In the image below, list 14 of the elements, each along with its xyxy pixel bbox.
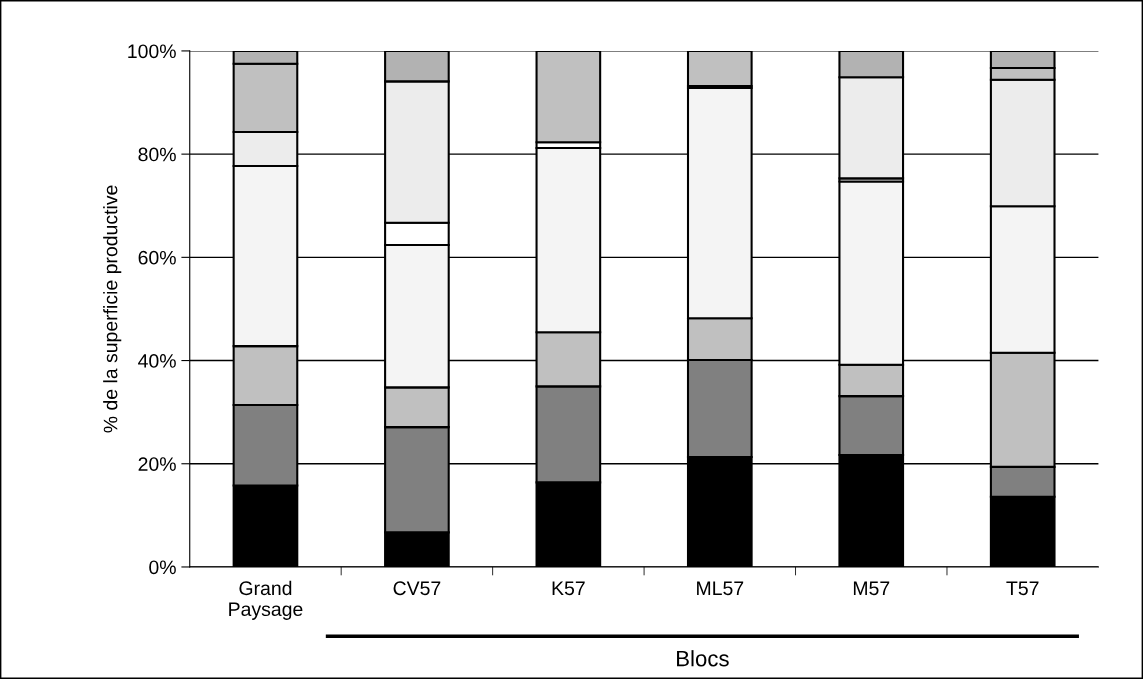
y-axis-title: % de la superficie productive [103,185,122,433]
x-tick-label: CV57 [393,581,441,596]
x-tick-label: M57 [853,581,890,596]
x-tick-label: T57 [1006,581,1039,596]
y-tick-label: 80% [138,147,176,162]
y-tick-label: 0% [149,560,176,575]
x-tick-label: ML57 [697,581,744,596]
y-tick-label: 60% [138,250,176,265]
x-tick-label: K57 [552,581,585,596]
y-tick-label: 20% [138,457,176,471]
y-tick-label: 100% [128,44,176,59]
x-tick-label: Grand Paysage [229,580,303,620]
text: Blocs [677,650,729,667]
y-tick-label: 40% [138,354,176,368]
